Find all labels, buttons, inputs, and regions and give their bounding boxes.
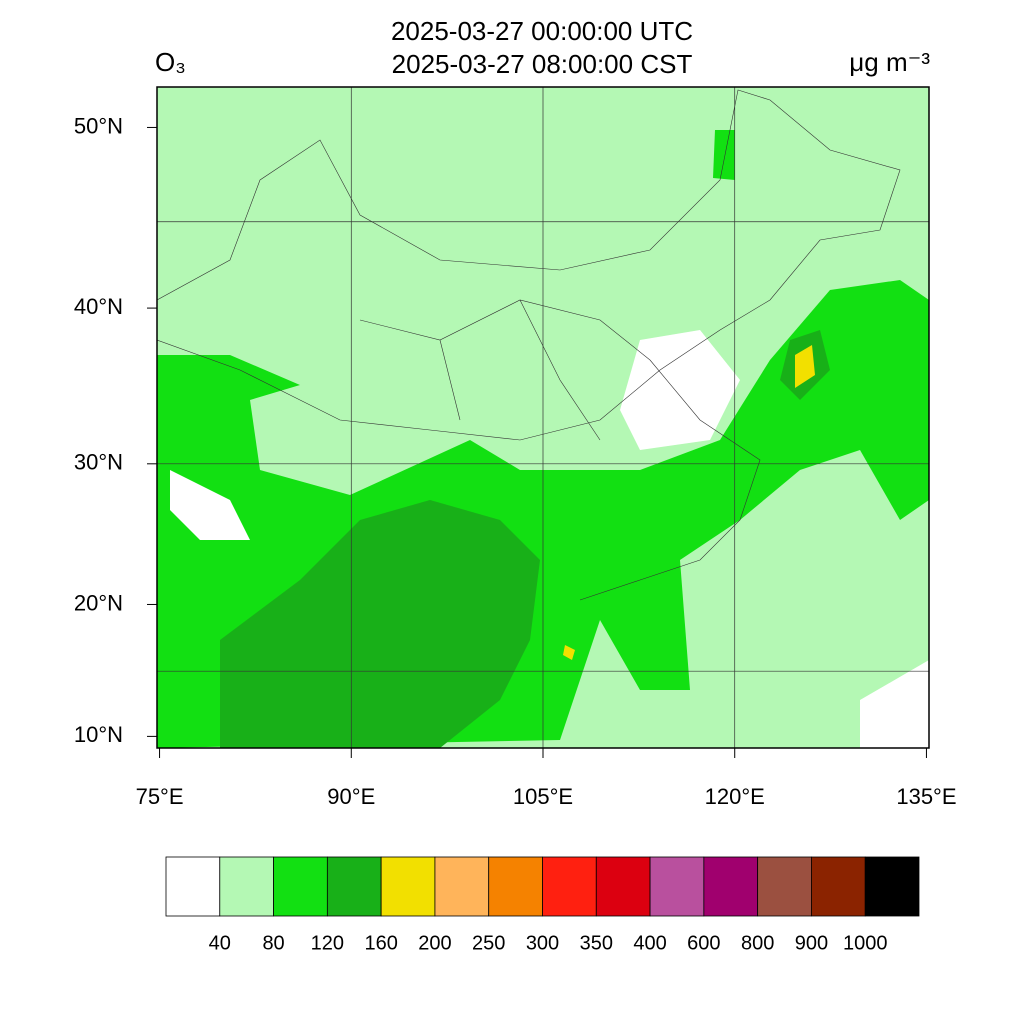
colorbar-label: 200 bbox=[418, 932, 451, 954]
y-tick-label: 10°N bbox=[74, 722, 123, 747]
region-160-200 bbox=[563, 645, 575, 660]
colorbar-box bbox=[757, 856, 812, 917]
colorbar-label: 800 bbox=[741, 932, 774, 954]
colorbar-box bbox=[326, 856, 382, 917]
colorbar-box bbox=[542, 856, 597, 917]
x-tick-label: 105°E bbox=[513, 784, 573, 809]
region-below-40 bbox=[860, 660, 929, 748]
colorbar-label: 120 bbox=[311, 932, 344, 954]
colorbar-label: 80 bbox=[262, 932, 284, 954]
colorbar-box bbox=[165, 856, 221, 917]
colorbar-label: 1000 bbox=[843, 932, 888, 954]
colorbar-box bbox=[649, 856, 705, 917]
region-below-40 bbox=[170, 470, 250, 540]
x-tick-label: 135°E bbox=[896, 784, 956, 809]
title-line: 2025-03-27 08:00:00 CST bbox=[392, 49, 693, 79]
colorbar-box bbox=[488, 856, 543, 917]
region-80-120 bbox=[713, 130, 735, 180]
colorbar-label: 160 bbox=[364, 932, 397, 954]
colorbar-box bbox=[703, 856, 759, 917]
boundary bbox=[359, 299, 761, 601]
y-tick-label: 50°N bbox=[74, 113, 123, 138]
colorbar-box bbox=[219, 856, 274, 917]
y-tick-label: 40°N bbox=[74, 294, 123, 319]
colorbar-box bbox=[595, 856, 651, 917]
colorbar: 40 80 120 160 200 250 300 350 400 600 800 900 1000 bbox=[165, 856, 920, 954]
units-label: μg m⁻³ bbox=[849, 47, 930, 77]
y-tick-label: 30°N bbox=[74, 450, 123, 475]
colorbar-label: 400 bbox=[633, 932, 666, 954]
title-line: 2025-03-27 00:00:00 UTC bbox=[391, 16, 693, 46]
colorbar-label: 40 bbox=[209, 932, 231, 954]
colorbar-label: 250 bbox=[472, 932, 505, 954]
colorbar-box bbox=[811, 856, 866, 917]
colorbar-label: 300 bbox=[526, 932, 559, 954]
x-tick-label: 90°E bbox=[327, 784, 375, 809]
colorbar-label: 900 bbox=[795, 932, 828, 954]
graticule bbox=[157, 87, 929, 748]
boundary bbox=[157, 89, 901, 441]
y-tick-label: 20°N bbox=[74, 590, 123, 615]
x-tick-label: 75°E bbox=[136, 784, 184, 809]
colorbar-box bbox=[434, 856, 490, 917]
colorbar-label: 600 bbox=[687, 932, 720, 954]
colorbar-box bbox=[273, 856, 328, 917]
colorbar-label: 350 bbox=[580, 932, 613, 954]
x-tick-label: 120°E bbox=[705, 784, 765, 809]
region-120-160 bbox=[220, 500, 540, 748]
region-160-200 bbox=[795, 345, 815, 388]
variable-label: O₃ bbox=[155, 47, 186, 77]
colorbar-box bbox=[864, 856, 920, 917]
colorbar-box bbox=[380, 856, 436, 917]
